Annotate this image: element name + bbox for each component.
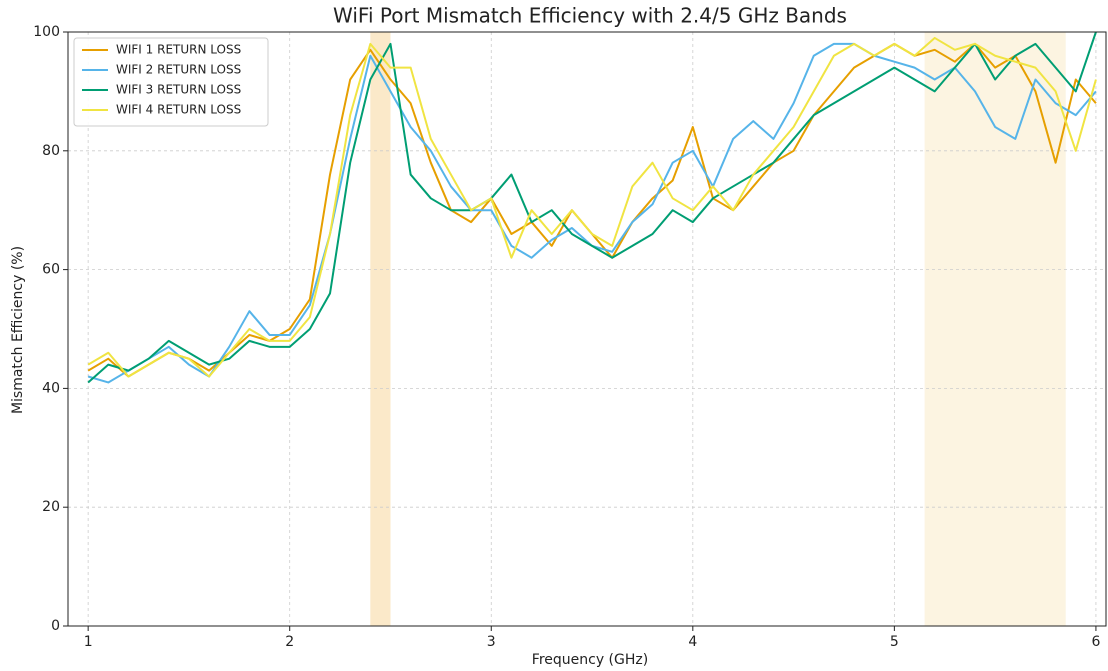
legend: WIFI 1 RETURN LOSS WIFI 2 RETURN LOSS WIFI… bbox=[73, 37, 269, 127]
plot-frame bbox=[67, 31, 1107, 627]
y-tick-label: 80 bbox=[42, 143, 60, 159]
x-tick-label: 2 bbox=[285, 634, 294, 650]
legend-label: WIFI 1 RETURN LOSS bbox=[116, 43, 241, 57]
y-axis-label: Mismatch Efficiency (%) bbox=[10, 246, 26, 414]
series-line bbox=[87, 36, 1097, 378]
y-tick-label: 100 bbox=[33, 24, 60, 40]
x-tick-label: 3 bbox=[487, 634, 496, 650]
x-tick-label: 4 bbox=[688, 634, 697, 650]
x-tick-label: 6 bbox=[1091, 634, 1100, 650]
y-tick-label: 20 bbox=[42, 499, 60, 515]
shaded-band bbox=[924, 32, 1066, 626]
legend-label: WIFI 3 RETURN LOSS bbox=[116, 83, 241, 97]
series-line bbox=[87, 31, 1097, 384]
legend-label: WIFI 2 RETURN LOSS bbox=[116, 63, 241, 77]
x-axis-label: Frequency (GHz) bbox=[532, 652, 648, 668]
x-tick-label: 5 bbox=[890, 634, 899, 650]
y-tick-label: 60 bbox=[42, 262, 60, 278]
y-tick-label: 40 bbox=[42, 380, 60, 396]
y-tick-label: 0 bbox=[51, 618, 60, 634]
legend-box bbox=[73, 37, 269, 127]
legend-label: WIFI 4 RETURN LOSS bbox=[116, 103, 241, 117]
chart-title: WiFi Port Mismatch Efficiency with 2.4/5… bbox=[333, 4, 847, 28]
x-tick-label: 1 bbox=[84, 634, 93, 650]
shaded-band bbox=[370, 32, 391, 626]
